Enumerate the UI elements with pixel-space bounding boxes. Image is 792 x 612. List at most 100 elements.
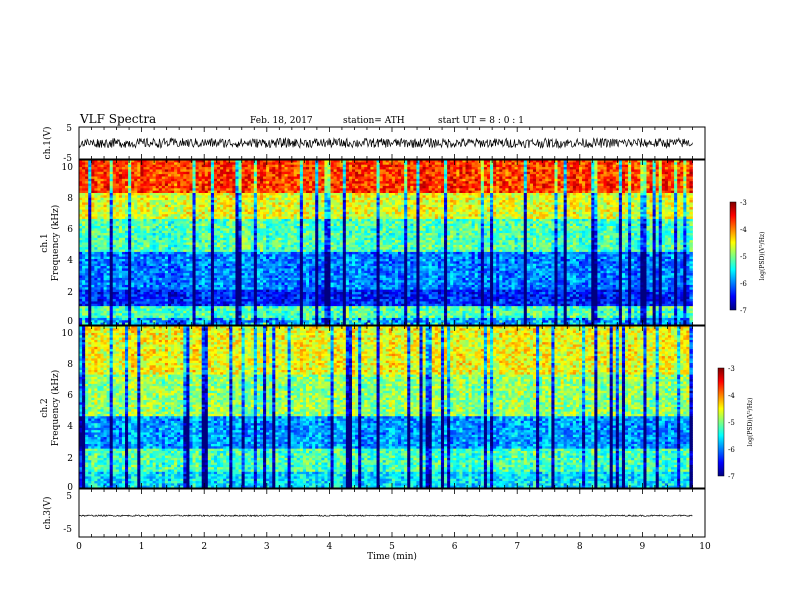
spectrogram-cell [137,162,140,165]
spectrogram-cell [407,214,410,217]
spectrogram-cell [100,172,103,175]
spectrogram-cell [91,205,94,208]
spectrogram-cell [395,200,398,203]
spectrogram-cell [257,202,260,205]
spectrogram-cell [392,198,395,201]
spectrogram-cell [125,181,128,184]
spectrogram-cell [143,205,146,208]
spectrogram-cell [490,200,493,203]
spectrogram-cell [214,186,217,189]
spectrogram-cell [134,181,137,184]
spectrogram-cell [196,169,199,172]
spectrogram-cell [499,195,502,198]
spectrogram-cell [140,191,143,194]
spectrogram-cell [211,200,214,203]
spectrogram-cell [665,188,668,191]
spectrogram-cell [616,179,619,182]
spectrogram-cell [462,217,465,220]
spectrogram-cell [131,169,134,172]
spectrogram-cell [104,200,107,203]
spectrogram-cell [616,181,619,184]
spectrogram-cell [159,177,162,180]
spectrogram-cell [613,184,616,187]
spectrogram-cell [527,188,530,191]
spectrogram-cell [453,188,456,191]
spectrogram-cell [312,198,315,201]
spectrogram-cell [628,184,631,187]
spectrogram-cell [527,181,530,184]
spectrogram-cell [199,177,202,180]
spectrogram-cell [600,212,603,215]
spectrogram-cell [367,162,370,165]
spectrogram-cell [355,200,358,203]
spectrogram-cell [245,198,248,201]
spectrogram-cell [640,200,643,203]
spectrogram-cell [260,184,263,187]
spectrogram-cell [502,165,505,168]
spectrogram-cell [674,177,677,180]
spectrogram-cell [318,188,321,191]
spectrogram-cell [340,181,343,184]
spectrogram-cell [97,193,100,196]
spectrogram-cell [646,179,649,182]
spectrogram-cell [266,186,269,189]
spectrogram-cell [94,188,97,191]
spectrogram-cell [527,193,530,196]
spectrogram-cell [472,177,475,180]
spectrogram-cell [465,184,468,187]
spectrogram-cell [515,186,518,189]
spectrogram-cell [585,184,588,187]
spectrogram-cell [383,202,386,205]
spectrogram-cell [242,193,245,196]
spectrogram-cell [530,177,533,180]
spectrogram-cell [429,202,432,205]
spectrogram-cell [257,177,260,180]
spectrogram-cell [367,165,370,168]
spectrogram-cell [226,212,229,215]
spectrogram-cell [269,174,272,177]
spectrogram-cell [413,177,416,180]
spectrogram-cell [392,172,395,175]
spectrogram-cell [407,191,410,194]
spectrogram-cell [358,177,361,180]
spectrogram-cell [419,198,422,201]
spectrogram-cell [619,205,622,208]
spectrogram-cell [413,212,416,215]
spectrogram-cell [229,212,232,215]
spectrogram-cell [419,188,422,191]
spectrogram-cell [180,202,183,205]
spectrogram-cell [671,165,674,168]
spectrogram-cell [441,186,444,189]
spectrogram-cell [110,174,113,177]
spectrogram-cell [426,167,429,170]
spectrogram-cell [128,202,131,205]
spectrogram-cell [625,177,628,180]
spectrogram-cell [199,181,202,184]
spectrogram-cell [146,172,149,175]
spectrogram-cell [518,214,521,217]
spectrogram-cell [499,200,502,203]
spectrogram-cell [208,214,211,217]
spectrogram-cell [232,162,235,165]
spectrogram-cell [475,202,478,205]
spectrogram-cell [469,179,472,182]
spectrogram-cell [370,200,373,203]
spectrogram-cell [600,179,603,182]
spectrogram-cell [637,198,640,201]
spectrogram-cell [220,207,223,210]
spectrogram-cell [622,205,625,208]
spectrogram-cell [254,172,257,175]
spectrogram-cell [610,210,613,213]
spectrogram-cell [493,207,496,210]
spectrogram-cell [153,207,156,210]
spectrogram-cell [659,212,662,215]
spectrogram-cell [490,188,493,191]
spectrogram-cell [373,205,376,208]
spectrogram-cell [208,193,211,196]
spectrogram-cell [622,210,625,213]
spectrogram-cell [410,200,413,203]
spectrogram-cell [334,212,337,215]
spectrogram-cell [171,198,174,201]
spectrogram-cell [349,188,352,191]
spectrogram-cell [416,167,419,170]
